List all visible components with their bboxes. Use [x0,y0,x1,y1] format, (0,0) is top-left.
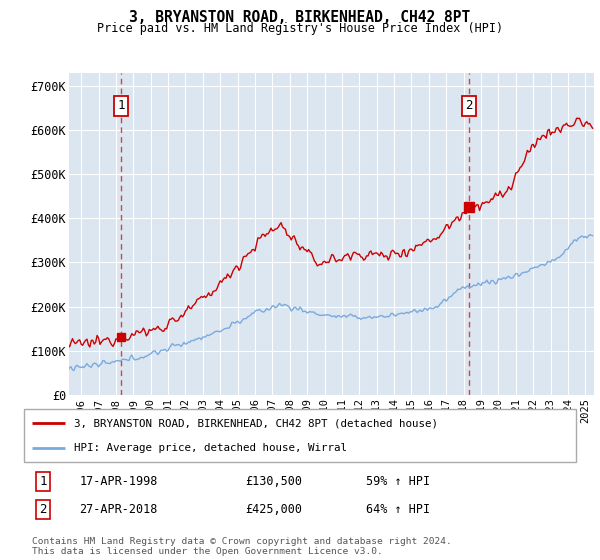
FancyBboxPatch shape [24,409,576,462]
Text: 3, BRYANSTON ROAD, BIRKENHEAD, CH42 8PT: 3, BRYANSTON ROAD, BIRKENHEAD, CH42 8PT [130,10,470,25]
Text: 27-APR-2018: 27-APR-2018 [79,503,158,516]
Text: £425,000: £425,000 [245,503,302,516]
Text: 2: 2 [40,503,47,516]
Text: 17-APR-1998: 17-APR-1998 [79,475,158,488]
Text: 1: 1 [118,99,125,113]
Text: 2: 2 [465,99,473,113]
Text: £130,500: £130,500 [245,475,302,488]
Text: 64% ↑ HPI: 64% ↑ HPI [366,503,430,516]
Text: HPI: Average price, detached house, Wirral: HPI: Average price, detached house, Wirr… [74,442,347,452]
Text: 1: 1 [40,475,47,488]
Text: Price paid vs. HM Land Registry's House Price Index (HPI): Price paid vs. HM Land Registry's House … [97,22,503,35]
Text: Contains HM Land Registry data © Crown copyright and database right 2024.
This d: Contains HM Land Registry data © Crown c… [32,537,452,556]
Text: 59% ↑ HPI: 59% ↑ HPI [366,475,430,488]
Text: 3, BRYANSTON ROAD, BIRKENHEAD, CH42 8PT (detached house): 3, BRYANSTON ROAD, BIRKENHEAD, CH42 8PT … [74,418,437,428]
